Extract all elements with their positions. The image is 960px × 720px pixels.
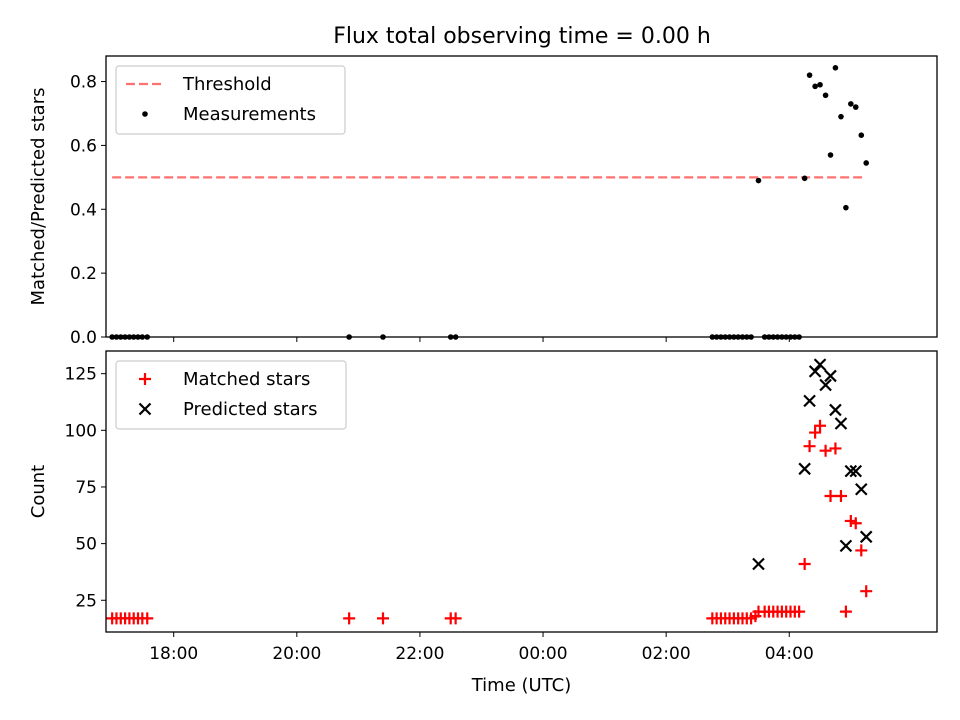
predicted-star-point <box>752 557 765 571</box>
matched-star-point <box>834 490 847 503</box>
predicted-star-point <box>855 482 868 496</box>
predicted-star-point <box>824 369 837 383</box>
legend-measurement-swatch <box>142 111 148 117</box>
measurement-point <box>848 101 854 107</box>
predicted-star-point <box>849 464 863 478</box>
legend-label: Matched stars <box>183 369 310 390</box>
matched-star-point <box>839 605 852 618</box>
matched-star-point <box>793 605 806 618</box>
x-tick-label: 04:00 <box>765 644 814 664</box>
legend-label: Predicted stars <box>183 399 317 420</box>
legend-matched-swatch <box>139 373 151 385</box>
y-tick-label: 25 <box>75 591 97 611</box>
predicted-star-point <box>844 464 858 478</box>
matched-star-point <box>449 612 462 625</box>
matched-star-point <box>809 426 822 439</box>
matched-star-point <box>819 444 832 457</box>
matched-star-point <box>803 440 816 453</box>
predicted-star-point <box>839 539 853 553</box>
x-tick-label: 02:00 <box>642 644 691 664</box>
matched-star-point <box>343 612 356 625</box>
measurement-point <box>812 83 818 90</box>
y-tick-label: 0.2 <box>70 264 97 284</box>
measurement-point <box>832 65 839 71</box>
y-tick-label: 50 <box>75 535 97 555</box>
predicted-star-point <box>829 403 842 417</box>
figure-title: Flux total observing time = 0.00 h <box>333 24 711 49</box>
predicted-star-point <box>798 462 811 476</box>
predicted-star-point <box>808 365 822 378</box>
plot-frame <box>105 55 938 338</box>
legend: Threshold Measurements <box>115 65 346 135</box>
matched-star-point <box>824 490 837 503</box>
y-axis-label: Matched/Predicted stars <box>28 88 49 306</box>
matched-star-point <box>814 419 827 432</box>
legend-box <box>115 360 347 430</box>
x-tick-label: 20:00 <box>272 644 321 664</box>
bottom-panel: 25 50 75 100 125 18:00 20:00 22:00 00:00 02:00 04:… <box>28 350 938 696</box>
measurement-point <box>858 132 865 138</box>
legend-label: Threshold <box>182 74 272 95</box>
predicted-star-point <box>803 394 816 408</box>
y-tick-label: 0.0 <box>70 328 97 348</box>
x-axis-label: Time (UTC) <box>471 675 572 696</box>
y-axis-label: Count <box>28 465 49 518</box>
y-tick-label: 100 <box>65 421 97 441</box>
measurement-point <box>801 175 808 182</box>
legend-predicted-swatch <box>138 402 152 416</box>
measurement-point <box>827 152 834 158</box>
matched-star-point <box>141 612 154 625</box>
measurement-point <box>852 104 859 110</box>
x-tick-label: 18:00 <box>149 644 198 664</box>
y-tick-label: 125 <box>65 365 97 385</box>
plot-frame <box>105 350 938 633</box>
predicted-star-point <box>813 358 827 371</box>
top-panel: 0.0 0.2 0.4 0.6 0.8 Matched/Predicted stars Th… <box>28 55 938 348</box>
measurement-point <box>838 113 844 120</box>
legend-box <box>115 65 346 135</box>
predicted-star-point <box>819 378 832 392</box>
measurement-point <box>817 81 823 88</box>
matched-star-point <box>849 517 862 530</box>
predicted-star-point <box>834 417 848 430</box>
y-tick-label: 0.4 <box>70 200 97 220</box>
legend: Matched stars Predicted stars <box>115 360 347 430</box>
predicted-star-point <box>859 530 873 544</box>
measurement-point <box>806 72 813 78</box>
measurement-point <box>755 177 762 184</box>
measurement-point <box>863 160 870 166</box>
y-tick-label: 0.6 <box>70 136 97 156</box>
matched-star-point <box>829 442 842 455</box>
measurement-point <box>822 92 829 99</box>
x-tick-label: 22:00 <box>395 644 444 664</box>
matched-star-point <box>798 558 811 571</box>
measurement-point <box>843 204 849 211</box>
y-tick-label: 0.8 <box>70 73 97 93</box>
matched-star-point <box>855 544 868 557</box>
x-tick-label: 00:00 <box>519 644 568 664</box>
legend-label: Measurements <box>183 104 316 125</box>
matched-star-point <box>377 612 389 625</box>
matched-star-point <box>860 585 873 598</box>
y-tick-label: 75 <box>75 478 97 498</box>
